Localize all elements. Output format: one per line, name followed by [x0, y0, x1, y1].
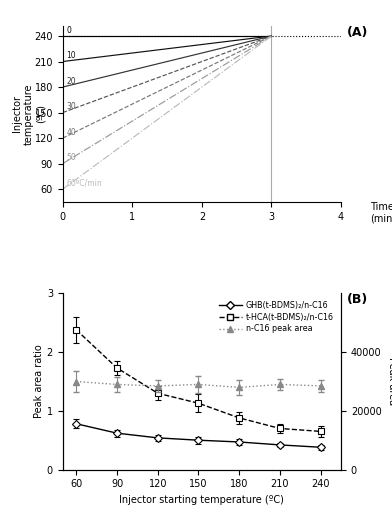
- Text: 20: 20: [66, 77, 76, 86]
- Legend: GHB(t-BDMS)₂/n-C16, t-HCA(t-BDMS)₂/n-C16, n-C16 peak area: GHB(t-BDMS)₂/n-C16, t-HCA(t-BDMS)₂/n-C16…: [216, 298, 337, 336]
- Text: 0: 0: [66, 26, 71, 35]
- Text: 40: 40: [66, 128, 76, 137]
- Y-axis label: Peak area ratio: Peak area ratio: [34, 345, 44, 418]
- Y-axis label: Injector
temperature
(ºC): Injector temperature (ºC): [12, 83, 45, 144]
- Text: (B): (B): [347, 294, 368, 307]
- X-axis label: Injector starting temperature (ºC): Injector starting temperature (ºC): [120, 495, 284, 505]
- Text: 30: 30: [66, 102, 76, 111]
- Text: 60ºC/min: 60ºC/min: [66, 179, 102, 188]
- Text: Time
(min): Time (min): [370, 202, 392, 223]
- Text: 50: 50: [66, 153, 76, 163]
- Text: (A): (A): [347, 26, 368, 39]
- Y-axis label: Peak area: Peak area: [387, 358, 392, 406]
- Text: 10: 10: [66, 51, 76, 60]
